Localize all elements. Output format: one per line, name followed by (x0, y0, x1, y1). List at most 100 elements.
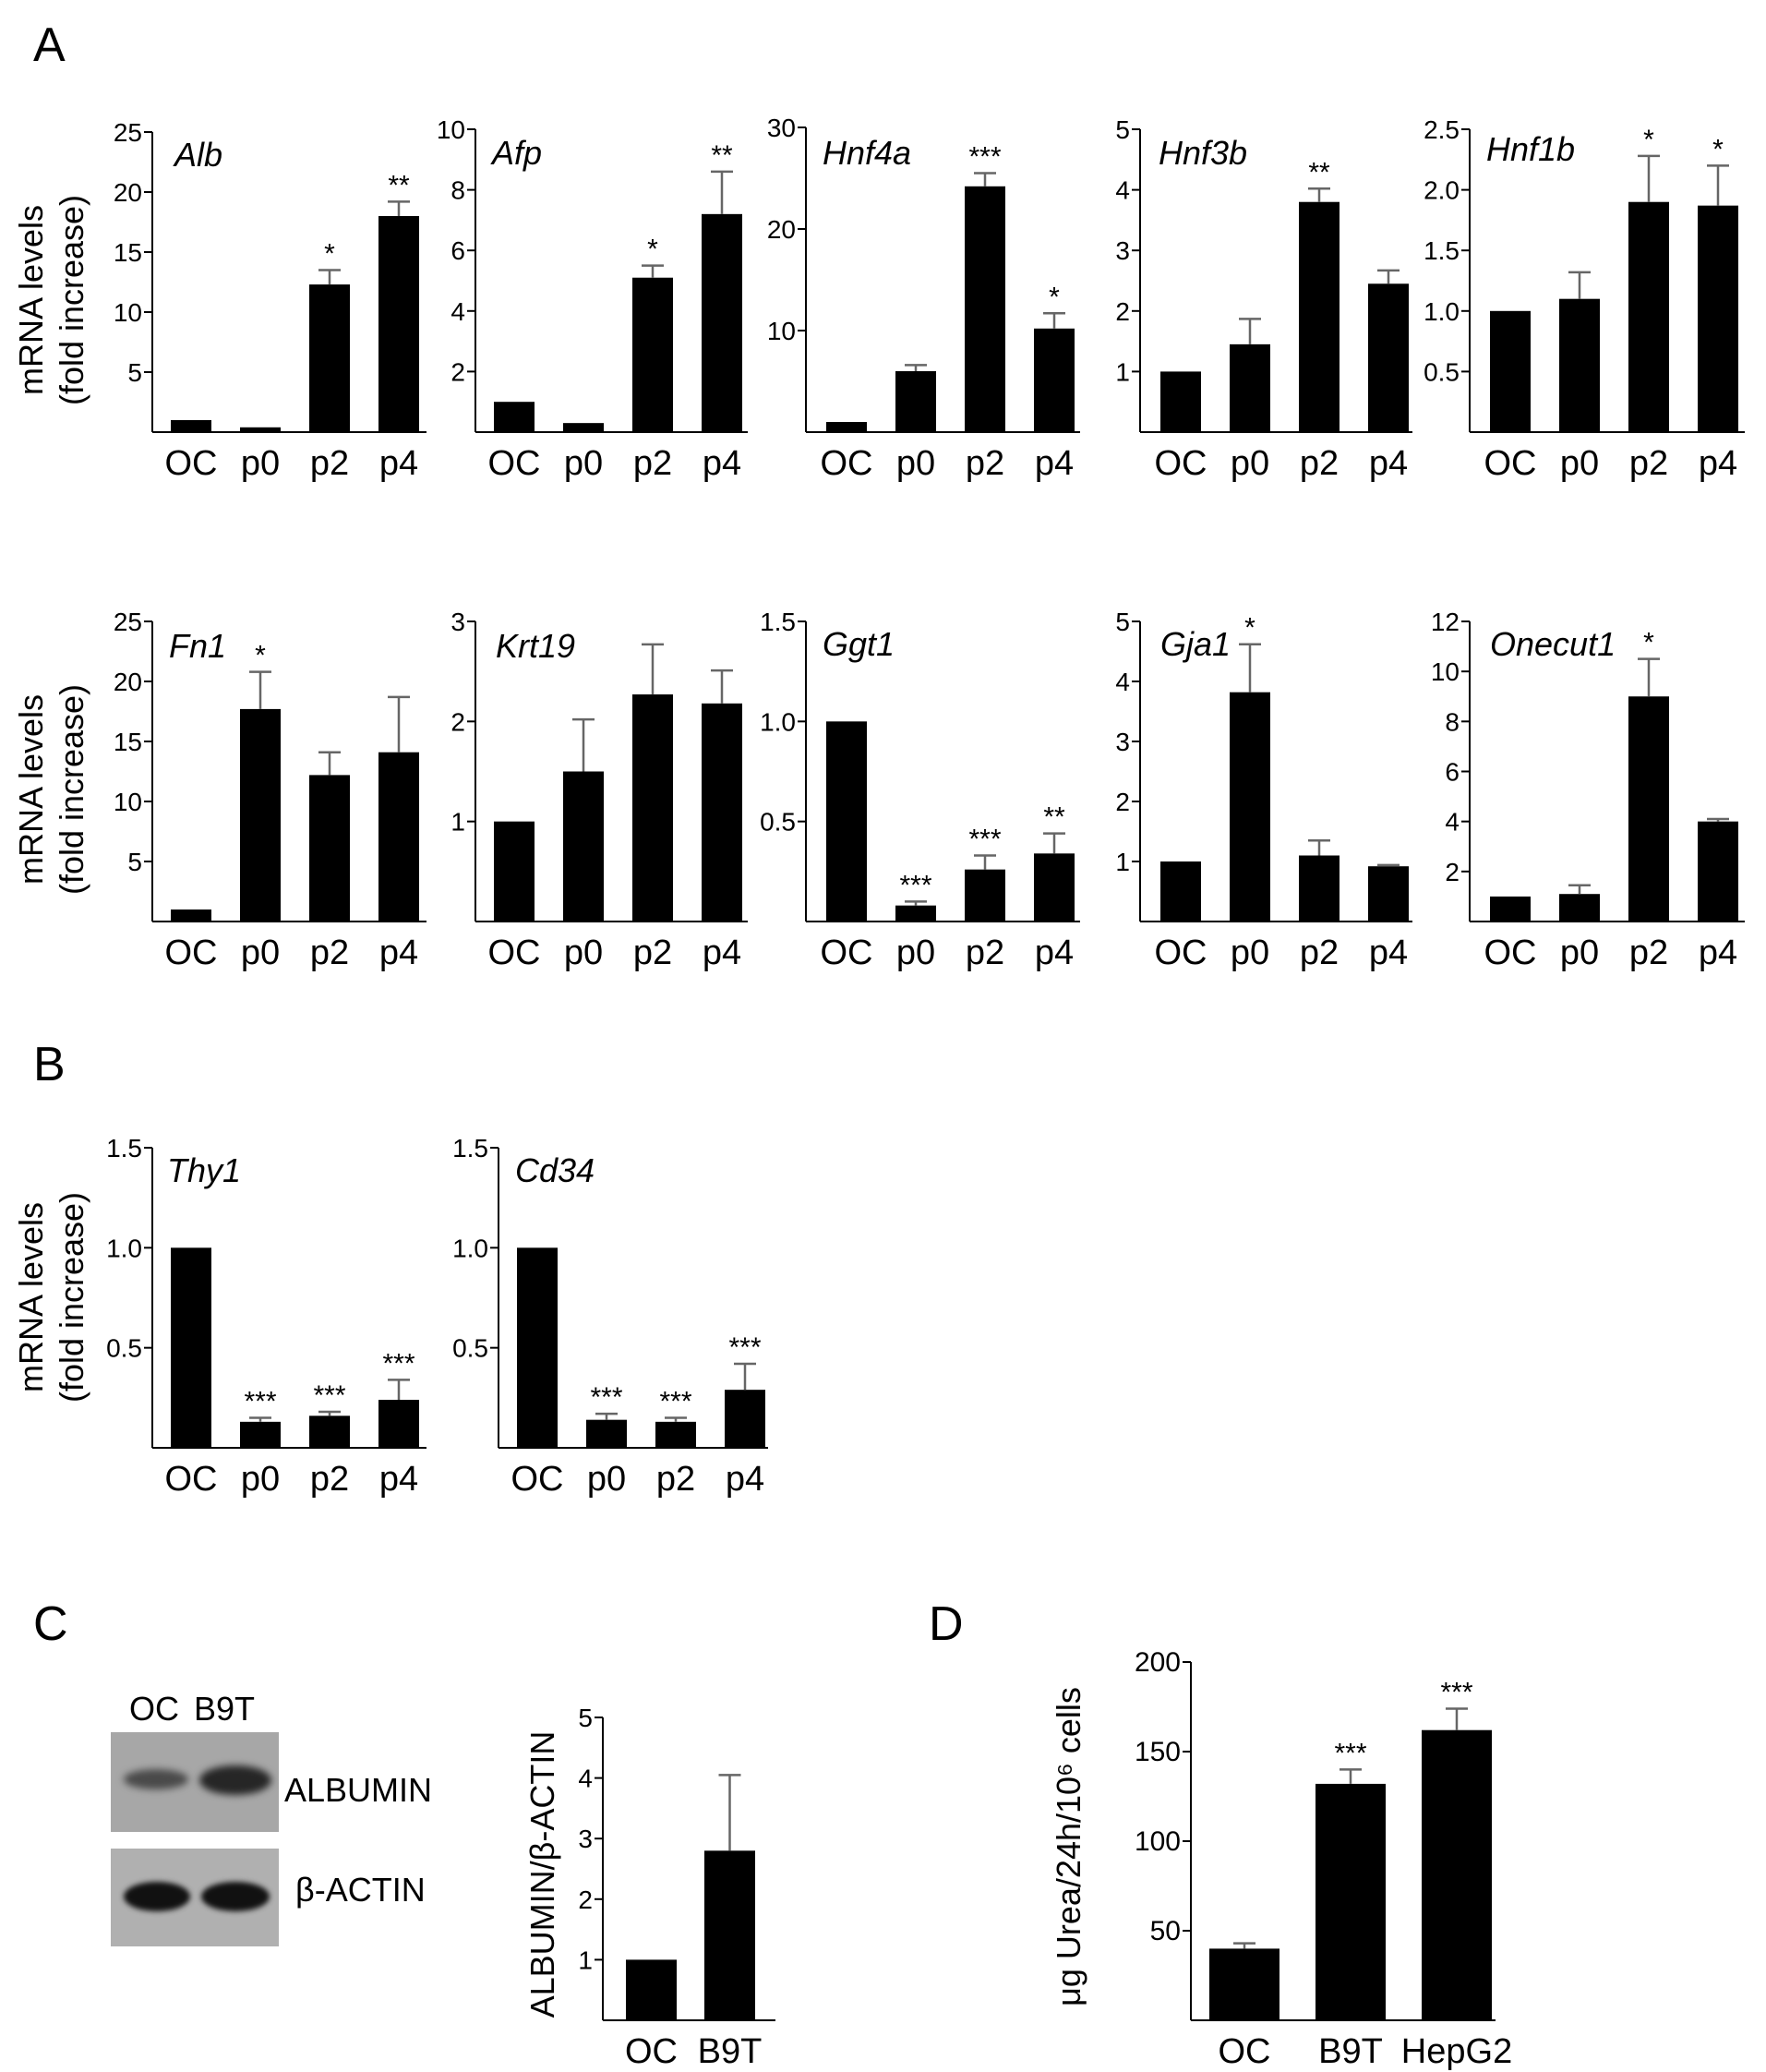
bar (171, 420, 211, 432)
chart-albumin-ratio: 1 2 3 4 5 ALBUMIN/β-ACTIN OC B9T (523, 1704, 775, 2071)
x-tick-label: p0 (896, 444, 935, 483)
x-tick-label: p2 (310, 444, 349, 483)
y-tick-label: 5 (127, 848, 142, 876)
y-tick-label: 10 (437, 115, 465, 144)
chart-title: Krt19 (496, 627, 575, 665)
x-tick-label: OC (488, 934, 541, 972)
significance-label: *** (590, 1382, 622, 1413)
x-tick-label: p4 (1699, 444, 1737, 483)
bar (378, 216, 419, 432)
x-tick-label: p4 (1699, 934, 1737, 972)
chart-title: Thy1 (167, 1151, 241, 1189)
chart-onecut1: 2 4 6 8 10 12 Onecut1 OC p0 * p2 p4 (1431, 608, 1745, 972)
actin-band-oc (124, 1882, 190, 1911)
chart-cd34: 0.5 1.0 1.5 Cd34 OC *** p0 *** p2 *** p4 (452, 1134, 768, 1499)
bar (494, 821, 535, 922)
x-tick-label: p2 (310, 1460, 349, 1499)
significance-label: ** (1308, 157, 1330, 187)
x-tick-label: p2 (1629, 934, 1668, 972)
chart-hnf3b: 1 2 3 4 5 Hnf3b OC p0 ** p2 p4 (1115, 115, 1412, 483)
x-tick-label: p0 (241, 444, 280, 483)
bar (1368, 283, 1409, 432)
y-tick-label: 6 (451, 236, 465, 265)
bar (1628, 201, 1669, 432)
bar (1490, 896, 1531, 922)
albumin-blot (111, 1732, 279, 1832)
x-tick-label: p0 (1231, 934, 1269, 972)
y-tick-label: 1.0 (452, 1234, 488, 1262)
y-tick-label: 5 (127, 358, 142, 387)
significance-label: * (324, 239, 335, 270)
x-tick-label: p0 (241, 934, 280, 972)
y-tick-label: 2 (451, 357, 465, 386)
chart-title: Hnf3b (1159, 134, 1247, 172)
bar (632, 694, 673, 922)
bar (1559, 298, 1600, 432)
y-tick-label: 3 (1115, 236, 1130, 265)
significance-label: * (1643, 628, 1654, 658)
x-tick-label: p4 (379, 444, 418, 483)
bar (517, 1247, 558, 1448)
chart-title: Hnf1b (1486, 130, 1575, 168)
y-tick-label: 10 (767, 317, 796, 345)
y-tick-label: 2 (1115, 297, 1130, 326)
y-tick-label: 50 (1150, 1916, 1181, 1946)
y-tick-label: 100 (1135, 1826, 1181, 1857)
chart-hnf1b: 0.5 1.0 1.5 2.0 2.5 Hnf1b OC p0 * p2 * p4 (1424, 115, 1745, 483)
albumin-band-oc (124, 1769, 188, 1789)
bar (378, 752, 419, 922)
x-tick-label: p2 (966, 444, 1004, 483)
y-tick-label: 30 (767, 114, 796, 142)
bar (826, 721, 867, 922)
bar (1209, 1948, 1279, 2020)
chart-title: Fn1 (169, 627, 226, 665)
bar (171, 910, 211, 922)
bar (655, 1421, 696, 1448)
x-tick-label: p2 (633, 444, 672, 483)
y-tick-label: 3 (578, 1825, 593, 1853)
y-axis-label: ALBUMIN/β-ACTIN (523, 1731, 561, 2018)
chart-thy1: 0.5 1.0 1.5 Thy1 OC *** p0 *** p2 *** p4 (106, 1134, 426, 1499)
y-tick-label: 20 (114, 668, 142, 696)
significance-label: * (255, 641, 266, 671)
x-tick-label: OC (625, 2032, 678, 2071)
x-tick-label: p4 (1035, 934, 1074, 972)
bar (1034, 853, 1075, 922)
y-tick-label: 1 (1115, 357, 1130, 386)
y-tick-label: 3 (451, 608, 465, 636)
significance-label: * (647, 235, 658, 265)
bar (965, 186, 1005, 433)
significance-label: * (1712, 134, 1724, 164)
y-title-line1: mRNA levels (12, 1202, 50, 1392)
x-tick-label: p2 (656, 1460, 695, 1499)
chart-title: Cd34 (515, 1151, 595, 1189)
bar (1299, 855, 1340, 922)
y-axis-label: μg Urea/24h/10⁶ cells (1050, 1687, 1087, 2006)
x-tick-label: B9T (1318, 2032, 1383, 2071)
y-tick-label: 1.0 (106, 1234, 142, 1262)
y-tick-label: 10 (114, 788, 142, 816)
y-tick-label: 1 (1115, 848, 1130, 876)
significance-label: * (1244, 613, 1255, 644)
x-tick-label: p2 (310, 934, 349, 972)
y-tick-label: 2 (451, 707, 465, 736)
y-tick-label: 2 (1445, 858, 1460, 886)
bar (1698, 205, 1738, 432)
significance-label: *** (899, 870, 931, 900)
bar (1230, 692, 1270, 922)
chart-krt19: 1 2 3 Krt19 OC p0 p2 p4 (451, 608, 748, 972)
y-tick-label: 15 (114, 728, 142, 756)
y-tick-label: 1.5 (1424, 236, 1460, 265)
chart-title: Gja1 (1160, 625, 1231, 663)
bar (704, 1850, 755, 2020)
x-tick-label: OC (165, 934, 218, 972)
chart-title: Afp (490, 134, 542, 172)
y-title-line2: (fold increase) (53, 1192, 90, 1403)
bar (1160, 371, 1201, 432)
y-tick-label: 5 (578, 1704, 593, 1732)
bar (1230, 343, 1270, 432)
y-tick-label: 2 (578, 1885, 593, 1914)
y-tick-label: 4 (578, 1765, 593, 1793)
bar (1160, 861, 1201, 922)
